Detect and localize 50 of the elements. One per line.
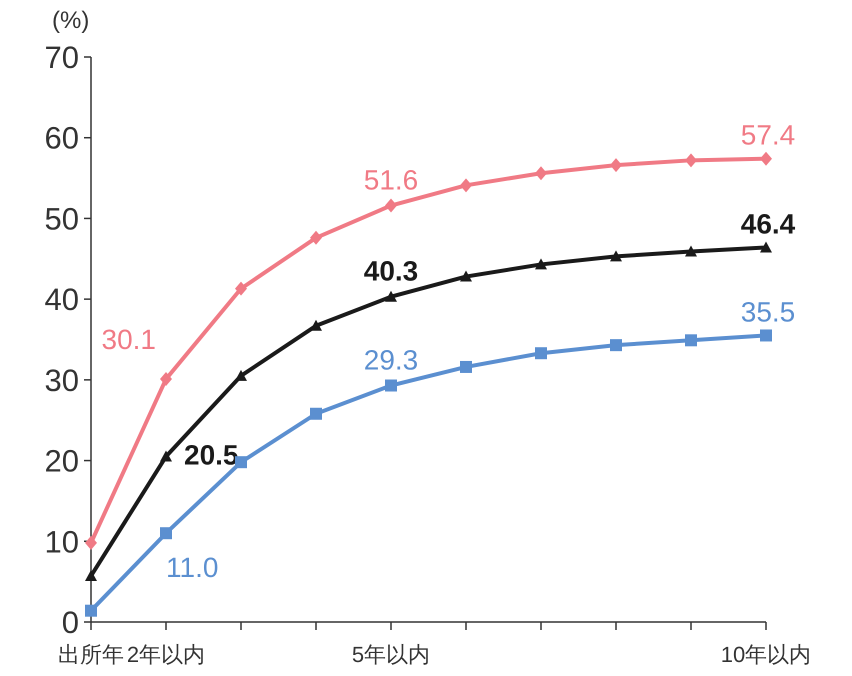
point	[85, 536, 97, 550]
point	[535, 347, 547, 360]
point	[535, 166, 547, 180]
data-label: 46.4	[740, 208, 796, 240]
point	[310, 408, 322, 420]
point	[685, 153, 697, 168]
point	[385, 198, 397, 213]
point	[160, 527, 172, 540]
point	[460, 178, 472, 192]
y-tick-label: 60	[44, 120, 79, 156]
point	[85, 604, 97, 617]
point	[235, 370, 247, 381]
point	[760, 152, 772, 166]
point	[760, 241, 772, 252]
x-tick-label: 2年以内	[126, 642, 206, 667]
data-label: 35.5	[740, 296, 796, 328]
point	[685, 246, 697, 257]
y-tick-label: 40	[44, 282, 79, 318]
data-label: 29.3	[364, 344, 418, 376]
y-tick-label: 50	[44, 201, 79, 236]
point	[610, 250, 622, 262]
point	[160, 372, 172, 386]
point	[610, 339, 622, 352]
data-label: 57.4	[740, 120, 796, 151]
data-label: 40.3	[364, 256, 418, 287]
y-axis-title: (%)	[52, 7, 90, 34]
point	[460, 270, 472, 282]
y-tick-label: 70	[44, 40, 79, 75]
x-tick-label: 出所年	[58, 642, 124, 667]
y-tick-label: 20	[44, 444, 79, 479]
data-label: 11.0	[166, 552, 218, 584]
point	[310, 230, 322, 245]
x-tick-label: 5年以内	[352, 642, 430, 667]
point	[160, 450, 172, 462]
y-tick-label: 30	[44, 362, 79, 398]
point	[760, 329, 772, 342]
data-label: 30.1	[102, 324, 156, 356]
data-label: 20.5	[184, 440, 238, 471]
point	[685, 334, 697, 346]
point	[460, 360, 472, 373]
point	[535, 258, 547, 270]
point	[610, 158, 622, 172]
point	[385, 290, 397, 302]
data-label: 51.6	[364, 164, 418, 196]
y-tick-label: 10	[44, 524, 79, 560]
y-tick-label: 0	[62, 605, 79, 640]
x-tick-label: 10年以内	[720, 642, 812, 667]
point	[85, 570, 97, 581]
point	[235, 282, 247, 296]
point	[385, 380, 397, 392]
